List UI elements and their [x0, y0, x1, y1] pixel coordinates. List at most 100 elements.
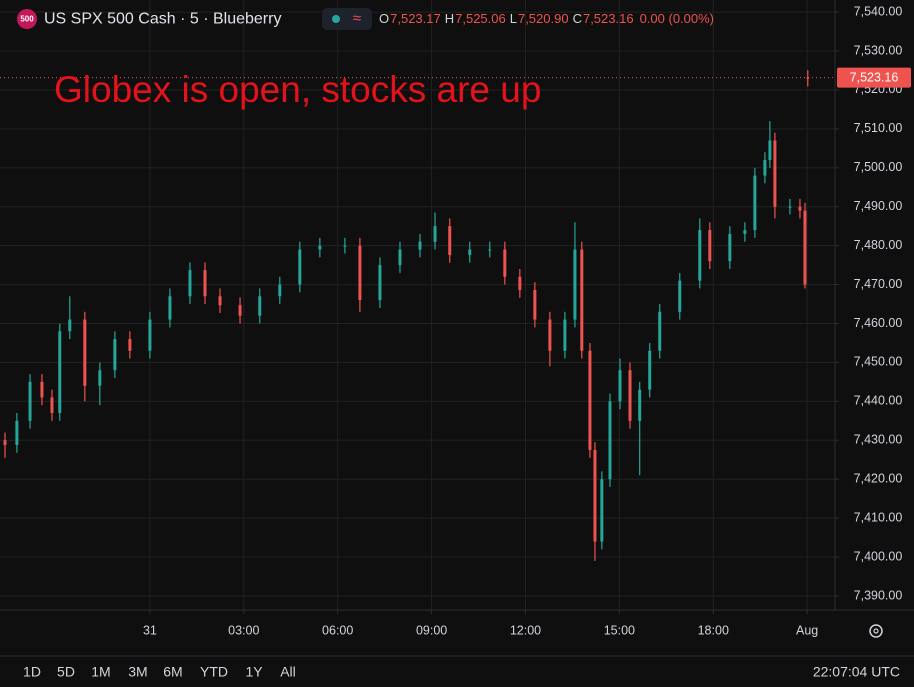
candle-body — [753, 175, 757, 231]
candle-body — [50, 397, 54, 414]
x-tick-label: 12:00 — [510, 623, 541, 637]
candle-body — [600, 479, 604, 542]
legend-change: 0.00 (0.00%) — [640, 11, 714, 26]
candle-body — [15, 420, 19, 445]
candle-body — [533, 290, 537, 320]
market-status-icon[interactable] — [332, 15, 340, 23]
y-tick-label: 7,530.00 — [854, 43, 903, 57]
status-pill — [322, 8, 372, 30]
candle-body — [806, 77, 810, 79]
candle-body — [98, 370, 102, 386]
candle-body — [648, 350, 652, 390]
annotation: Globex is open, stocks are up — [54, 69, 541, 110]
candle-body — [593, 450, 597, 542]
legend-value: 7,523.16 — [583, 11, 634, 26]
range-button[interactable]: 1M — [91, 664, 110, 680]
y-tick-label: 7,510.00 — [854, 121, 903, 135]
y-tick-label: 7,540.00 — [854, 4, 903, 18]
clock: 22:07:04 UTC — [813, 664, 900, 680]
candle-body — [618, 370, 622, 402]
candle-body — [708, 230, 712, 262]
candle-body — [638, 389, 642, 421]
x-tick-label: 06:00 — [322, 623, 353, 637]
y-tick-label: 7,470.00 — [854, 277, 903, 291]
y-tick-label: 7,490.00 — [854, 199, 903, 213]
candle-body — [763, 159, 767, 176]
x-tick-label: 18:00 — [698, 623, 729, 637]
chart-title[interactable]: US SPX 500 Cash · 5 · Blueberry — [44, 11, 281, 28]
y-tick-label: 7,410.00 — [854, 510, 903, 524]
candle-body — [773, 140, 777, 207]
settings-icon[interactable] — [869, 624, 883, 638]
legend-value: 7,520.90 — [518, 11, 569, 26]
candle-body — [318, 245, 322, 250]
y-tick-label: 7,400.00 — [854, 549, 903, 563]
candle-body — [258, 296, 262, 316]
candle-body — [418, 241, 422, 250]
symbol-badge: 500 — [20, 15, 34, 24]
candle-body — [238, 305, 242, 316]
candle-body — [503, 249, 507, 277]
legend-value: 7,523.17 — [390, 11, 441, 26]
range-button[interactable]: 1Y — [245, 664, 263, 680]
candle-body — [768, 140, 772, 160]
candle-body — [58, 331, 62, 414]
range-button[interactable]: YTD — [200, 664, 228, 680]
candle-body — [548, 319, 552, 351]
legend-key: L — [510, 11, 517, 26]
y-tick-label: 7,420.00 — [854, 471, 903, 485]
candle-body — [398, 249, 402, 266]
candle-body — [203, 270, 207, 297]
range-button[interactable]: 3M — [128, 664, 147, 680]
toolbar: 1D 5D 1M 3M 6M YTD 1Y All 22:07:04 UTC — [23, 664, 900, 680]
y-tick-label: 7,390.00 — [854, 588, 903, 602]
candle-body — [128, 339, 132, 351]
range-button[interactable]: 6M — [163, 664, 182, 680]
candle-body — [40, 381, 44, 398]
legend-value: 7,525.06 — [455, 11, 506, 26]
candle-body — [448, 226, 452, 255]
y-tick-label: 7,440.00 — [854, 394, 903, 408]
candle-body — [580, 249, 584, 351]
candle-body — [743, 230, 747, 234]
candle-body — [698, 230, 702, 281]
candle-body — [728, 233, 732, 262]
candle-body — [803, 210, 807, 285]
candle-body — [68, 319, 72, 332]
y-tick-label: 7,430.00 — [854, 433, 903, 447]
candle-body — [563, 319, 567, 351]
range-button[interactable]: All — [280, 664, 296, 680]
legend-key: C — [573, 11, 582, 26]
candle-body — [628, 370, 632, 421]
legend-key: H — [445, 11, 454, 26]
candle-body — [218, 296, 222, 306]
last-price-box — [837, 67, 911, 88]
x-tick-label: 31 — [143, 623, 157, 637]
candle-body — [518, 276, 522, 291]
settings-icon-center — [873, 628, 879, 634]
x-tick-label: 15:00 — [604, 623, 635, 637]
last-price-label: 7,523.16 — [850, 70, 899, 84]
candle-body — [658, 311, 662, 351]
plot — [0, 70, 835, 561]
candle-body — [433, 226, 437, 242]
candle-body — [608, 401, 612, 480]
range-button[interactable]: 1D — [23, 664, 41, 680]
candle-body — [798, 206, 802, 211]
grid — [0, 0, 835, 610]
candle-body — [113, 339, 117, 371]
candle-body — [298, 249, 302, 285]
candle-body — [358, 245, 362, 301]
y-tick-label: 7,460.00 — [854, 316, 903, 330]
candle-body — [168, 296, 172, 320]
y-tick-label: 7,480.00 — [854, 238, 903, 252]
candle-body — [573, 249, 577, 320]
candle-body — [378, 265, 382, 301]
range-button[interactable]: 5D — [57, 664, 75, 680]
data-delay-icon[interactable]: ≈ — [353, 10, 361, 27]
candle-body — [468, 249, 472, 255]
candle-body — [28, 381, 32, 421]
